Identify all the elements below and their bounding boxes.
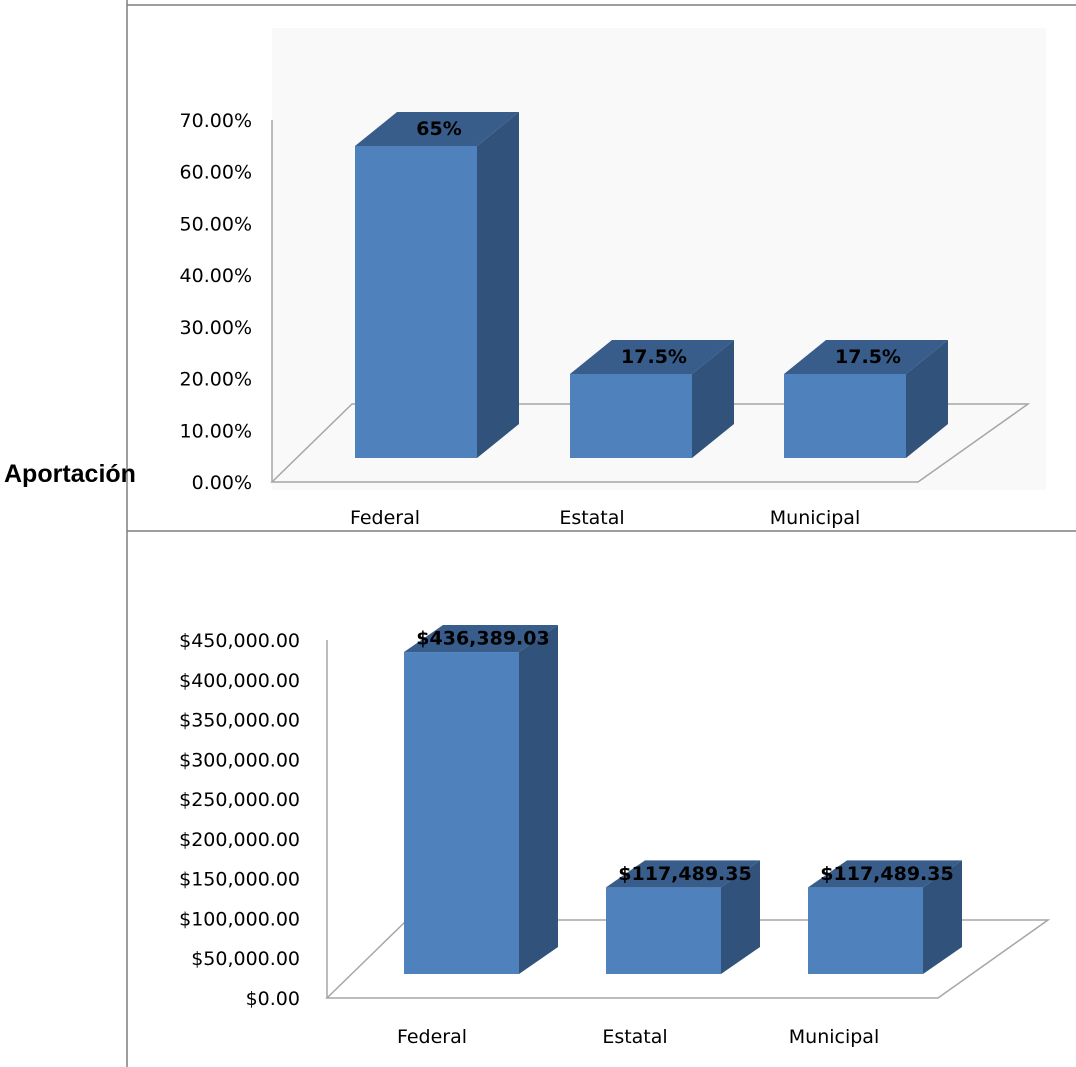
x-category-label: Estatal	[559, 507, 624, 529]
chart-amount-contribution: $0.00 $50,000.00 $100,000.00 $150,000.00 $20…	[179, 625, 1051, 1048]
x-category-label: Federal	[397, 1026, 467, 1048]
x-category-label: Federal	[350, 507, 420, 529]
bar-front	[606, 887, 721, 974]
bar-side	[906, 340, 948, 458]
row-label-aportacion: Aportación	[4, 460, 136, 488]
y-tick-label: 50.00%	[180, 213, 252, 235]
bar-data-label: $436,389.03	[416, 628, 549, 650]
bar-side	[692, 340, 734, 458]
y-tick-label: 60.00%	[180, 162, 252, 184]
x-category-label: Municipal	[770, 507, 860, 529]
bar-side	[519, 625, 558, 974]
y-tick-label: $200,000.00	[179, 829, 300, 851]
x-category-label: Municipal	[789, 1026, 879, 1048]
y-tick-label: $250,000.00	[179, 789, 300, 811]
bar-top	[606, 860, 760, 888]
bar-data-label: 17.5%	[835, 346, 901, 368]
y-tick-label: $100,000.00	[179, 908, 300, 930]
y-tick-label: $150,000.00	[179, 869, 300, 891]
y-tick-label: $400,000.00	[179, 670, 300, 692]
y-tick-label: 40.00%	[180, 265, 252, 287]
chart-percent-contribution: 0.00% 10.00% 20.00% 30.00% 40.00% 50.00% 60.00…	[180, 110, 1031, 529]
y-tick-label: $450,000.00	[179, 630, 300, 652]
bar-data-label: $117,489.35	[820, 863, 953, 885]
y-tick-label: $350,000.00	[179, 710, 300, 732]
y-tick-label: $50,000.00	[191, 948, 300, 970]
y-tick-label: 30.00%	[180, 317, 252, 339]
bar-side	[923, 860, 962, 974]
bar-side	[477, 112, 519, 458]
bar-top	[784, 340, 948, 374]
y-tick-label: 70.00%	[180, 110, 252, 132]
bar-data-label: $117,489.35	[618, 863, 751, 885]
bar-front	[570, 374, 692, 458]
y-tick-label: $0.00	[246, 988, 300, 1010]
bar-front	[784, 374, 906, 458]
x-category-label: Estatal	[602, 1026, 667, 1048]
bar-data-label: 65%	[416, 118, 461, 140]
bar-top	[355, 112, 519, 146]
floor-plane	[270, 403, 1031, 483]
bar-top	[570, 340, 734, 374]
floor-plane	[325, 919, 1051, 999]
bar-side	[721, 860, 760, 974]
y-tick-label: 10.00%	[180, 420, 252, 442]
y-tick-label: $300,000.00	[179, 749, 300, 771]
y-tick-label: 0.00%	[192, 472, 252, 494]
bar-top	[404, 625, 558, 653]
bar-data-label: 17.5%	[621, 346, 687, 368]
y-tick-label: 20.00%	[180, 369, 252, 391]
bar-top	[808, 860, 962, 888]
bar-front	[355, 146, 477, 458]
bar-front	[404, 652, 519, 974]
bar-front	[808, 887, 923, 974]
